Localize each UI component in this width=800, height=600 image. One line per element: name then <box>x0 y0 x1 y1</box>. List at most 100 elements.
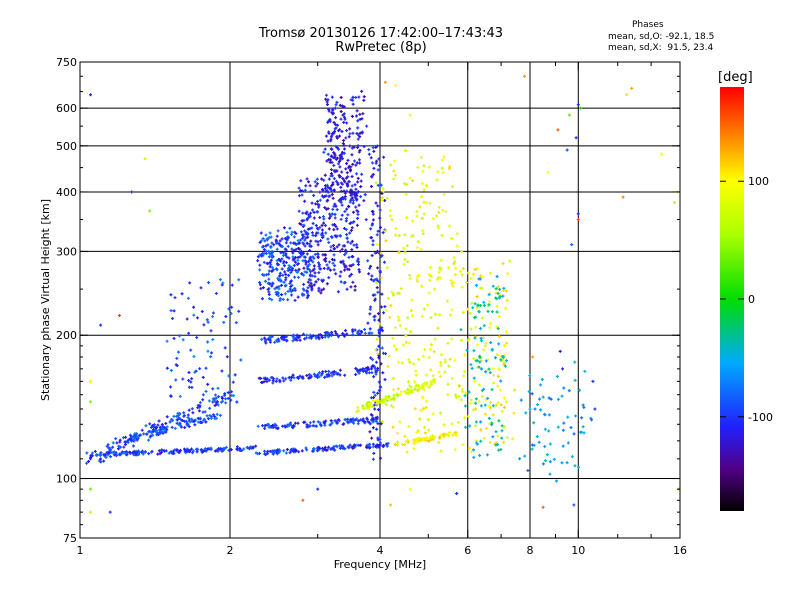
y-tick-label: 75 <box>63 532 77 545</box>
data-point <box>322 195 326 199</box>
data-point <box>392 344 396 348</box>
data-point <box>501 354 505 358</box>
data-point <box>359 195 363 199</box>
data-point <box>371 442 375 446</box>
data-point <box>257 376 261 380</box>
data-point <box>216 386 220 390</box>
data-point <box>297 186 301 190</box>
data-point <box>513 388 517 392</box>
data-point <box>452 262 456 266</box>
chart-subtitle: RwPretec (8p) <box>335 40 427 55</box>
data-point <box>422 388 426 392</box>
data-point <box>302 288 306 292</box>
data-point <box>354 95 358 99</box>
data-point <box>345 233 349 237</box>
data-point <box>349 272 353 276</box>
data-point <box>446 382 450 386</box>
data-point <box>201 393 205 397</box>
data-point <box>472 376 476 380</box>
data-point <box>152 423 156 427</box>
data-point <box>343 268 347 272</box>
data-point <box>400 361 404 365</box>
data-point <box>394 83 398 87</box>
data-point <box>242 447 246 451</box>
data-point <box>327 227 331 231</box>
data-point <box>187 425 191 429</box>
data-point <box>342 281 346 285</box>
data-point <box>420 195 424 199</box>
data-point <box>448 357 452 361</box>
data-point <box>421 232 425 236</box>
data-point <box>412 362 416 366</box>
data-point <box>223 392 227 396</box>
data-point <box>263 239 267 243</box>
data-point <box>376 229 380 233</box>
data-point <box>474 359 478 363</box>
data-point <box>172 452 176 456</box>
data-point <box>89 510 93 514</box>
data-point <box>332 188 336 192</box>
data-point <box>505 330 509 334</box>
data-point <box>432 350 436 354</box>
data-point <box>288 226 292 230</box>
data-point <box>497 315 501 319</box>
data-point <box>358 131 362 135</box>
data-point <box>460 250 464 254</box>
data-point <box>492 373 496 377</box>
data-point <box>565 148 569 152</box>
data-point <box>269 235 273 239</box>
data-point <box>431 217 435 221</box>
data-point <box>355 223 359 227</box>
data-point <box>284 278 288 282</box>
data-point <box>261 286 265 290</box>
data-point <box>373 318 377 322</box>
data-point <box>431 374 435 378</box>
data-point <box>419 409 423 413</box>
data-point <box>275 377 279 381</box>
data-point <box>464 425 468 429</box>
data-point <box>320 223 324 227</box>
data-point <box>262 248 266 252</box>
data-point <box>288 287 292 291</box>
data-point <box>316 256 320 260</box>
data-point <box>461 311 465 315</box>
data-point <box>140 428 144 432</box>
data-point <box>491 284 495 288</box>
data-point <box>484 359 488 363</box>
data-point <box>479 274 483 278</box>
data-point <box>182 447 186 451</box>
data-point <box>426 418 430 422</box>
data-point <box>535 434 539 438</box>
data-point <box>290 266 294 270</box>
data-point <box>103 453 107 457</box>
data-point <box>308 248 312 252</box>
data-point <box>298 338 302 342</box>
data-point <box>183 426 187 430</box>
data-point <box>344 167 348 171</box>
data-point <box>453 273 457 277</box>
data-point <box>230 305 234 309</box>
data-point <box>438 374 442 378</box>
data-point <box>343 117 347 121</box>
data-point <box>439 449 443 453</box>
data-point <box>408 360 412 364</box>
data-point <box>304 260 308 264</box>
data-point <box>356 137 360 141</box>
data-point <box>275 285 279 289</box>
data-point <box>169 368 173 372</box>
data-point <box>342 143 346 147</box>
data-point <box>528 407 532 411</box>
data-point <box>358 270 362 274</box>
data-point <box>339 185 343 189</box>
data-point <box>526 469 530 473</box>
data-point <box>267 292 271 296</box>
data-point <box>497 419 501 423</box>
data-point <box>431 438 435 442</box>
data-point <box>442 423 446 427</box>
data-point <box>391 405 395 409</box>
data-point <box>478 303 482 307</box>
data-point <box>326 190 330 194</box>
data-point <box>192 305 196 309</box>
data-point <box>281 273 285 277</box>
